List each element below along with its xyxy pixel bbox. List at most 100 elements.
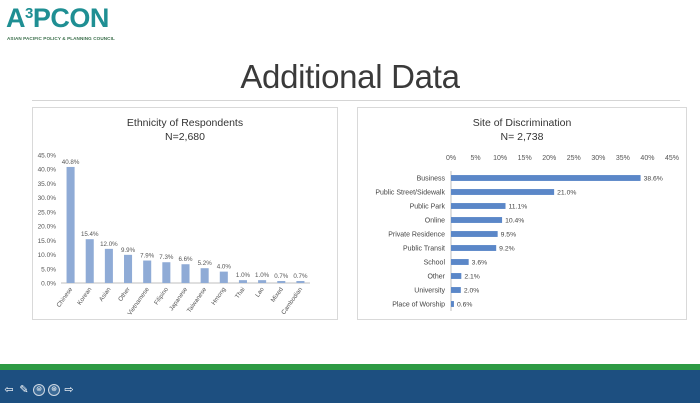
y-tick-label: 20.0% — [38, 224, 57, 231]
y-tick-label: 25.0% — [38, 209, 57, 216]
bar — [451, 273, 462, 279]
category-label: Taiwanese — [186, 286, 209, 314]
chart-title: Ethnicity of Respondents — [127, 117, 243, 129]
category-label: Public Street/Sidewalk — [375, 190, 445, 197]
data-label: 1.0% — [255, 272, 270, 279]
data-label: 0.7% — [274, 273, 289, 280]
bar — [162, 262, 171, 283]
data-label: 40.8% — [62, 159, 80, 166]
data-label: 5.2% — [198, 260, 213, 267]
next-glyph: ⇨ — [64, 384, 74, 396]
bar — [451, 203, 506, 209]
data-label: 1.0% — [236, 272, 251, 279]
y-tick-label: 5.0% — [41, 266, 56, 273]
x-tick-label: 40% — [640, 155, 654, 162]
bar — [451, 245, 497, 251]
arrow-right-icon[interactable]: ⇨ — [63, 384, 75, 396]
x-tick-label: 15% — [518, 155, 532, 162]
logo-word-a: A — [6, 3, 26, 33]
bar — [451, 175, 641, 181]
pen-glyph: ✎ — [19, 384, 29, 396]
chart-subtitle: N= 2,738 — [501, 131, 544, 143]
bar — [277, 281, 286, 283]
chart-title: Site of Discrimination — [473, 117, 572, 129]
category-label: Place of Worship — [392, 302, 445, 309]
bar — [451, 231, 498, 237]
category-label: Lao — [254, 286, 266, 299]
data-label: 11.1% — [509, 204, 528, 211]
logo-word-rest: PCON — [32, 3, 110, 33]
a3pcon-logo: A3PCON ASIAN PACIFIC POLICY & PLANNING C… — [4, 3, 164, 45]
category-label: Private Residence — [388, 232, 445, 239]
category-label: Business — [417, 176, 446, 183]
menu-glyph: ⊜ — [36, 386, 42, 393]
bar — [451, 259, 469, 265]
data-label: 4.0% — [217, 264, 232, 271]
data-label: 6.6% — [178, 256, 193, 263]
logo-subtitle: ASIAN PACIFIC POLICY & PLANNING COUNCIL — [7, 36, 115, 41]
category-label: Mixed — [270, 286, 286, 304]
category-label: Thai — [234, 286, 247, 300]
x-tick-label: 5% — [470, 155, 480, 162]
data-label: 12.0% — [100, 241, 118, 248]
bar — [258, 280, 267, 283]
presentation-toolbar — [0, 370, 700, 403]
x-tick-label: 20% — [542, 155, 556, 162]
category-label: Asian — [98, 286, 113, 303]
bottom-accent-stripe — [0, 364, 700, 370]
bar — [451, 217, 503, 223]
circle-menu-icon[interactable]: ⊜ — [33, 384, 45, 396]
category-label: School — [424, 260, 446, 267]
prev-glyph: ⇦ — [4, 384, 14, 396]
zoom-glyph: ⊛ — [51, 386, 57, 393]
bar — [104, 248, 113, 283]
data-label: 2.1% — [464, 274, 480, 281]
category-label: Other — [427, 274, 445, 281]
bar — [143, 260, 152, 283]
data-label: 7.3% — [159, 254, 174, 261]
circle-zoom-icon[interactable]: ⊛ — [48, 384, 60, 396]
bar — [66, 166, 75, 283]
bar — [451, 301, 454, 307]
x-tick-label: 35% — [616, 155, 630, 162]
bar — [200, 268, 209, 283]
data-label: 2.0% — [464, 288, 480, 295]
x-tick-label: 25% — [567, 155, 581, 162]
logo-sup: 3 — [25, 5, 33, 22]
x-tick-label: 0% — [446, 155, 456, 162]
title-divider — [32, 100, 680, 101]
x-tick-label: 10% — [493, 155, 507, 162]
category-label: Public Park — [410, 204, 446, 211]
data-label: 0.7% — [293, 273, 308, 280]
category-label: Korean — [76, 286, 93, 307]
bar — [451, 189, 555, 195]
slide-title: Additional Data — [240, 58, 460, 95]
ethnicity-chart: Ethnicity of Respondents N=2,680 0.0% 5.0% 1… — [32, 107, 338, 320]
arrow-left-icon[interactable]: ⇦ — [3, 384, 15, 396]
data-label: 9.9% — [121, 247, 136, 254]
y-tick-label: 15.0% — [38, 238, 57, 245]
bar — [238, 280, 247, 283]
site-chart-svg: Site of Discrimination N= 2,738 0% 5% 10% 15%… — [375, 117, 679, 311]
data-label: 9.5% — [501, 232, 516, 239]
y-tick-label: 0.0% — [41, 281, 56, 288]
y-tick-label: 30.0% — [38, 195, 57, 202]
category-label: University — [414, 288, 445, 295]
bar — [219, 271, 228, 283]
x-tick-label: 45% — [665, 155, 679, 162]
pen-icon[interactable]: ✎ — [18, 384, 30, 396]
bar — [181, 264, 190, 283]
bar — [451, 287, 461, 293]
data-label: 7.9% — [140, 253, 155, 260]
data-label: 15.4% — [81, 231, 99, 238]
data-label: 0.6% — [457, 302, 473, 309]
data-label: 10.4% — [505, 218, 524, 225]
y-tick-label: 10.0% — [38, 252, 57, 259]
data-label: 3.6% — [472, 260, 488, 267]
data-label: 38.6% — [644, 176, 663, 183]
category-label: Public Transit — [403, 246, 445, 253]
x-tick-label: 30% — [591, 155, 605, 162]
category-label: Other — [117, 286, 132, 303]
category-label: Hmong — [210, 286, 227, 307]
